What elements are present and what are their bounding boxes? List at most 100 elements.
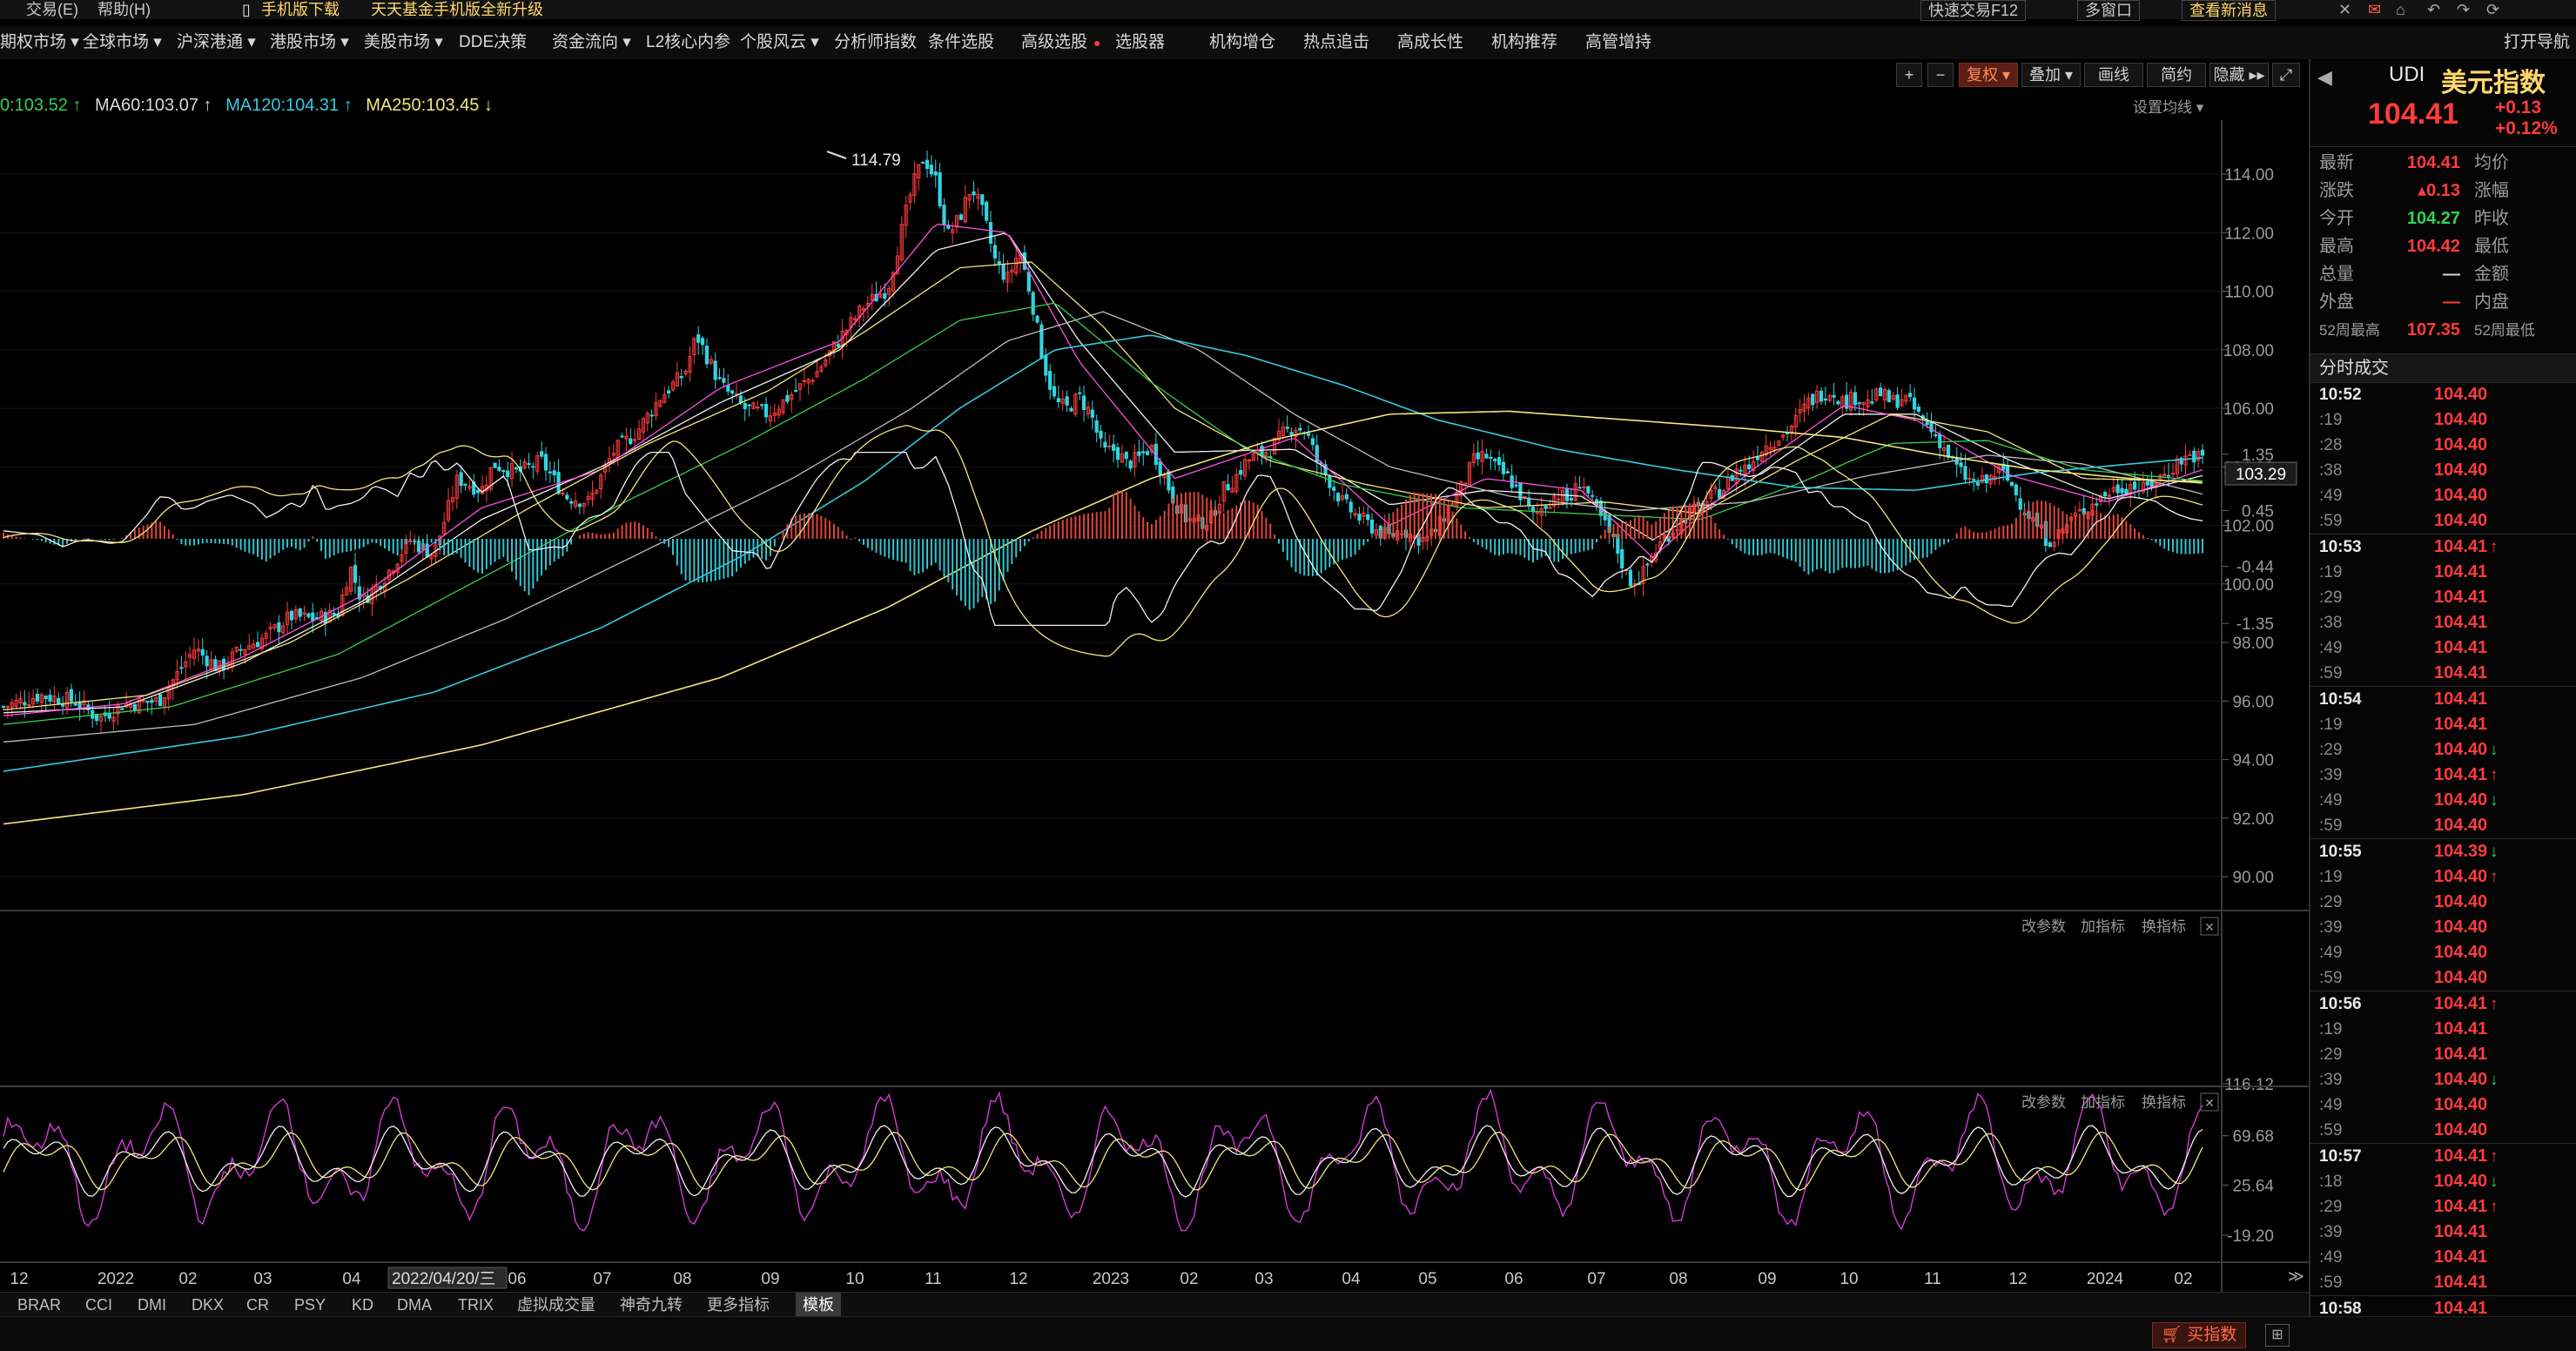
menu-condition-screener[interactable]: 条件选股 xyxy=(928,33,995,51)
promo-mobile-download[interactable]: 手机版下载 xyxy=(261,1,340,18)
view-messages-button[interactable]: 查看新消息 xyxy=(2182,0,2276,21)
mail-icon[interactable]: ✉ xyxy=(2368,1,2382,18)
trade-row: :59 104.40 xyxy=(2310,1118,2576,1143)
overlay-dropdown[interactable]: 叠加 ▾ xyxy=(2021,63,2081,87)
tab-virtual-volume[interactable]: 虚拟成交量 xyxy=(517,1296,595,1314)
menu-l2-insider[interactable]: L2核心内参 xyxy=(646,33,731,51)
candle-body xyxy=(751,402,756,409)
trade-row: :29 104.41 xyxy=(2310,1042,2576,1067)
candle-body xyxy=(654,402,658,417)
promo-fund-upgrade[interactable]: 天天基金手机版全新升级 xyxy=(371,1,543,18)
menu-advanced-screener[interactable]: 高级选股 xyxy=(1021,33,1088,51)
candle-body xyxy=(768,415,773,422)
menu-fund-flow[interactable]: 资金流向 ▾ xyxy=(552,33,631,51)
ma-line xyxy=(3,232,2203,714)
candle-body xyxy=(293,608,298,620)
tab-cr[interactable]: CR xyxy=(246,1296,269,1314)
menu-help[interactable]: 帮助(H) xyxy=(98,1,151,18)
menu-hot-chase[interactable]: 热点追击 xyxy=(1303,33,1370,51)
price-tick-label: 90.00 xyxy=(2232,869,2274,887)
hide-button[interactable]: 隐藏 ▸▸ xyxy=(2209,63,2269,87)
candle-body xyxy=(1489,456,1493,460)
menu-executive-increase[interactable]: 高管增持 xyxy=(1585,33,1652,51)
close-message-icon[interactable]: ✕ xyxy=(2338,1,2352,18)
candle-body xyxy=(1073,393,1078,415)
menu-institution-recommend[interactable]: 机构推荐 xyxy=(1491,33,1558,51)
trade-price: 104.40 xyxy=(2434,790,2488,810)
refresh-icon[interactable]: ⟳ xyxy=(2486,1,2500,18)
candle-body xyxy=(30,697,36,705)
menu-stock-selector[interactable]: 选股器 xyxy=(1115,33,1166,51)
trade-row: 10:57 104.41 ↑ xyxy=(2310,1144,2576,1169)
trade-time: :59 xyxy=(2319,969,2343,987)
tab-more-indicators[interactable]: 更多指标 xyxy=(707,1296,770,1314)
menu-stock-news[interactable]: 个股风云 ▾ xyxy=(740,33,819,51)
tab-cci[interactable]: CCI xyxy=(85,1296,112,1314)
tab-template[interactable]: 模板 xyxy=(796,1293,841,1317)
candle-body xyxy=(747,404,751,407)
candle-body xyxy=(1060,398,1065,404)
tab-dkx[interactable]: DKX xyxy=(192,1296,225,1314)
macd-tick-label: -0.44 xyxy=(2236,559,2275,577)
candle-body xyxy=(1133,452,1137,467)
back-icon[interactable]: ↶ xyxy=(2427,1,2441,18)
adjust-rights-dropdown[interactable]: 复权 ▾ xyxy=(1959,63,2018,87)
home-icon[interactable]: ⌂ xyxy=(2396,1,2405,18)
candle-body xyxy=(1845,394,1849,409)
tab-dmi[interactable]: DMI xyxy=(138,1296,166,1314)
menu-options-market[interactable]: 期权市场 ▾ xyxy=(0,33,79,51)
candle-body xyxy=(535,455,540,472)
time-tick-label: 12 xyxy=(2008,1270,2027,1288)
time-tick-label: 07 xyxy=(1587,1270,1605,1288)
buy-index-button[interactable]: 🛒︎ 买指数 xyxy=(2152,1322,2246,1348)
candle-body xyxy=(1632,582,1637,586)
menu-stock-connect[interactable]: 沪深港通 ▾ xyxy=(177,33,256,51)
candle-body xyxy=(234,647,239,652)
candle-body xyxy=(509,463,515,479)
quick-trade-button[interactable]: 快速交易F12 xyxy=(1920,0,2027,21)
tab-magic-nine[interactable]: 神奇九转 xyxy=(620,1296,683,1314)
menu-global-market[interactable]: 全球市场 ▾ xyxy=(83,33,162,51)
tab-psy[interactable]: PSY xyxy=(294,1296,326,1314)
zoom-in-button[interactable]: + xyxy=(1896,63,1922,87)
tab-dma[interactable]: DMA xyxy=(397,1296,432,1314)
candle-body xyxy=(790,393,794,400)
tab-trix[interactable]: TRIX xyxy=(458,1296,494,1314)
forward-icon[interactable]: ↷ xyxy=(2457,1,2471,18)
tab-brar[interactable]: BRAR xyxy=(17,1296,62,1314)
candle-body xyxy=(98,716,104,722)
draw-line-button[interactable]: 画线 xyxy=(2084,63,2143,87)
simple-mode-button[interactable]: 简约 xyxy=(2147,63,2206,87)
trade-price: 104.40 xyxy=(2434,1095,2488,1114)
kline-chart[interactable]: 1.35 0.45 -0.44 -1.35 116.12 69.68 25.64 -19.2… xyxy=(0,120,2309,1292)
tab-kd[interactable]: KD xyxy=(352,1296,374,1314)
macd-dea-line xyxy=(3,425,2203,657)
menu-high-growth[interactable]: 高成长性 xyxy=(1397,33,1464,51)
open-navigation-link[interactable]: 打开导航 xyxy=(2504,33,2571,51)
menu-analyst-index[interactable]: 分析师指数 xyxy=(834,33,918,51)
menu-dde[interactable]: DDE决策 xyxy=(459,33,528,51)
collapse-arrow-icon[interactable]: ◀ xyxy=(2317,66,2332,88)
candle-body xyxy=(565,494,569,500)
menu-us-market[interactable]: 美股市场 ▾ xyxy=(364,33,443,51)
candle-body xyxy=(2048,542,2052,548)
ma-legend-60: MA60:103.07 ↑ xyxy=(94,96,212,115)
calculator-icon[interactable]: ⊞ xyxy=(2265,1324,2290,1347)
candle-body xyxy=(662,393,667,404)
candle-body xyxy=(285,611,290,626)
trade-price: 104.41 xyxy=(2434,715,2488,734)
multi-window-button[interactable]: 多窗口 xyxy=(2077,0,2140,21)
candle-body xyxy=(1497,457,1502,466)
time-tick-label: 12 xyxy=(10,1270,28,1288)
menu-hk-market[interactable]: 港股市场 ▾ xyxy=(270,33,349,51)
macd-tick-label: 1.35 xyxy=(2242,447,2274,465)
zoom-out-button[interactable]: − xyxy=(1927,63,1954,87)
candle-body xyxy=(917,164,921,178)
ma-settings-button[interactable]: 设置均线 ▾ xyxy=(2133,99,2204,116)
candle-body xyxy=(951,229,955,233)
candle-body xyxy=(1493,459,1497,461)
fullscreen-icon[interactable]: ⤢ xyxy=(2272,63,2300,87)
menu-institution-increase[interactable]: 机构增仓 xyxy=(1209,33,1276,51)
menu-trade[interactable]: 交易(E) xyxy=(26,1,78,18)
price-tick-label: 98.00 xyxy=(2232,635,2274,653)
